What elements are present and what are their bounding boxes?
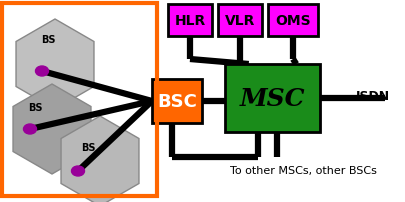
Ellipse shape bbox=[36, 67, 49, 77]
Text: To other MSCs, other BSCs: To other MSCs, other BSCs bbox=[230, 165, 377, 175]
Text: BSC: BSC bbox=[157, 93, 197, 110]
Text: HLR: HLR bbox=[175, 14, 206, 28]
Bar bbox=[152, 80, 202, 123]
Text: OMS: OMS bbox=[275, 14, 311, 28]
Ellipse shape bbox=[72, 166, 85, 176]
Text: BS: BS bbox=[28, 102, 42, 113]
Bar bbox=[218, 5, 262, 37]
Polygon shape bbox=[16, 20, 94, 109]
Polygon shape bbox=[13, 85, 91, 174]
Text: VLR: VLR bbox=[225, 14, 255, 28]
Text: MSC: MSC bbox=[240, 87, 305, 110]
Bar bbox=[2, 4, 157, 196]
Polygon shape bbox=[61, 116, 139, 202]
Bar bbox=[168, 5, 212, 37]
Text: BS: BS bbox=[81, 142, 95, 152]
Text: ISDN: ISDN bbox=[356, 90, 390, 103]
Ellipse shape bbox=[23, 124, 36, 134]
Bar bbox=[225, 65, 320, 132]
Bar bbox=[268, 5, 318, 37]
Text: BS: BS bbox=[41, 35, 55, 45]
